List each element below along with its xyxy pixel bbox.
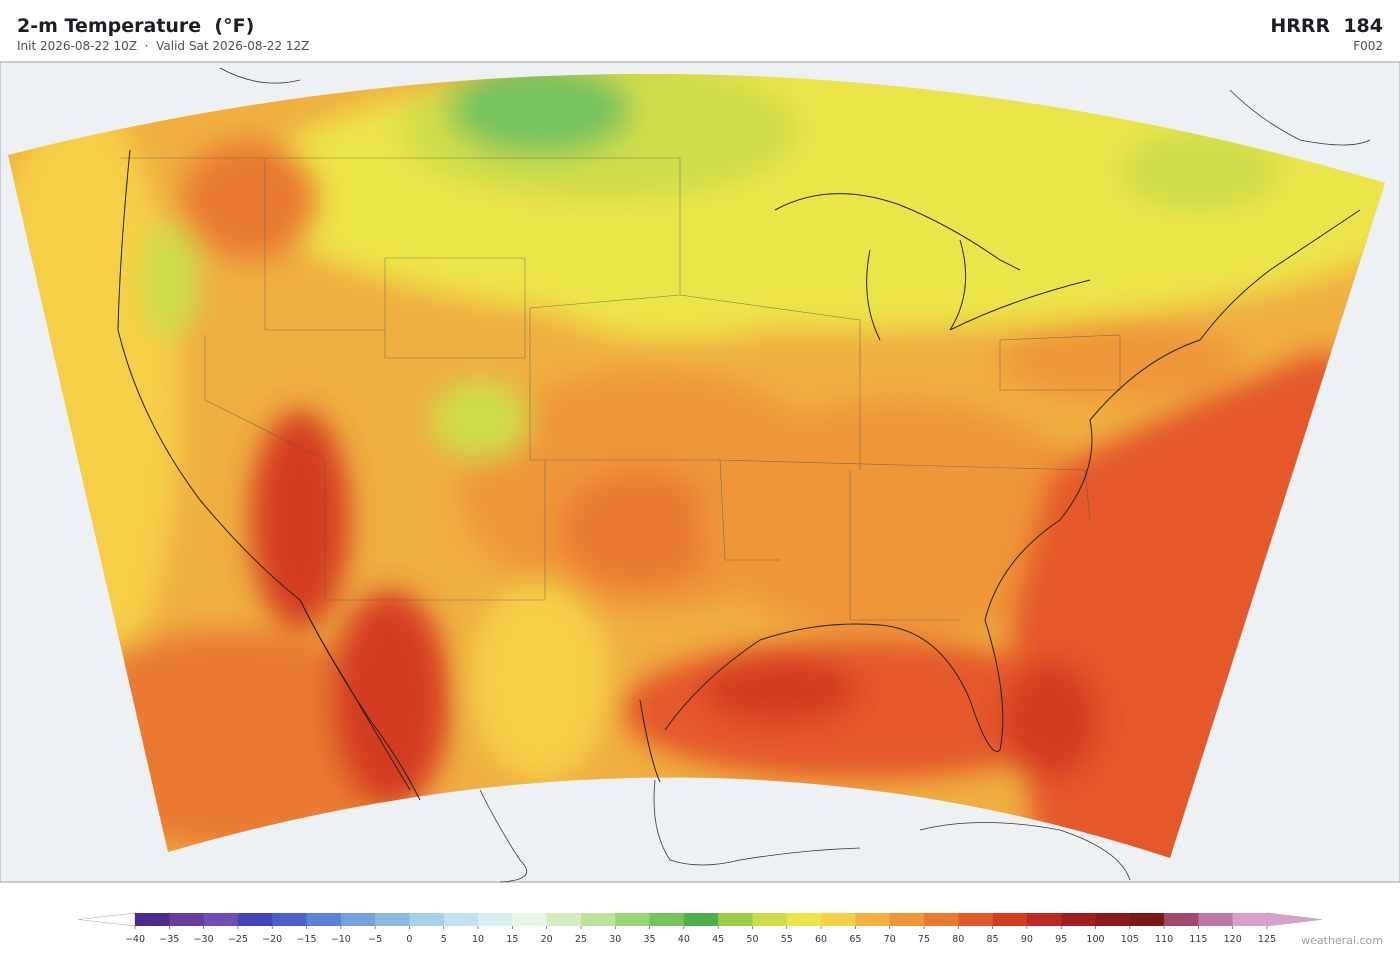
colorbar-tick-label: −10 (331, 934, 351, 945)
coastlines (117, 149, 1361, 801)
colorbar-tick-label: 55 (781, 934, 793, 945)
colorbar-segment (409, 913, 445, 926)
model-label: HRRR 184 (1270, 15, 1383, 37)
colorbar-segment (512, 913, 547, 926)
colorbar-tick-label: −15 (296, 934, 316, 945)
outside-coastlines (219, 67, 1371, 883)
colorbar-tick-label: 45 (712, 934, 724, 945)
colorbar-segment (1026, 913, 1062, 926)
colorbar-segment (615, 913, 650, 926)
colorbar-tick-label: −35 (159, 934, 179, 945)
colorbar-extension-low (77, 912, 136, 927)
colorbar-segment (683, 913, 719, 926)
colorbar-tick-label: 0 (406, 934, 412, 945)
colorbar-segment (340, 913, 376, 926)
colorbar-segment (203, 913, 239, 926)
subtitle: Init 2026-08-22 10Z · Valid Sat 2026-08-… (17, 39, 310, 53)
colorbar-segment (855, 913, 890, 926)
colorbar-tick-label: 10 (472, 934, 484, 945)
colorbar-tick-label: 85 (987, 934, 999, 945)
colorbar-segment (135, 913, 170, 926)
colorbar-segment (306, 913, 342, 926)
colorbar-segment (443, 913, 479, 926)
colorbar-segment (752, 913, 788, 926)
colorbar-segment (1061, 913, 1096, 926)
colorbar-segment (992, 913, 1028, 926)
colorbar-segment (649, 913, 685, 926)
colorbar-tick-label: 120 (1224, 934, 1242, 945)
credit: weatherai.com (1301, 934, 1383, 947)
colorbar-segment (718, 913, 753, 926)
colorbar-tick-label: 115 (1189, 934, 1207, 945)
colorbar-tick-label: 30 (609, 934, 621, 945)
colorbar-tick-label: −40 (125, 934, 145, 945)
colorbar-segment (580, 913, 616, 926)
temperature-field (8, 73, 1385, 858)
colorbar-tick-label: 90 (1021, 934, 1033, 945)
colorbar-tick-label: 5 (441, 934, 447, 945)
colorbar-extension-high (1266, 912, 1323, 927)
colorbar-segment (237, 913, 273, 926)
colorbar-segment (1164, 913, 1199, 926)
colorbar-tick-label: −20 (262, 934, 282, 945)
colorbar-tick-label: −30 (194, 934, 214, 945)
colorbar-tick-label: 60 (815, 934, 827, 945)
colorbar-tick-label: 20 (541, 934, 553, 945)
colorbar-segment (889, 913, 925, 926)
colorbar-tick-label: 125 (1258, 934, 1276, 945)
colorbar-tick-label: 75 (918, 934, 930, 945)
colorbar-segment (1129, 913, 1165, 926)
colorbar-segment (1198, 913, 1233, 926)
colorbar-tick-label: 40 (678, 934, 690, 945)
colorbar: −40 −35 −30 −25 −20 −15 −10 −5 0 5 10 15 20 25 30 35 40 4… (77, 912, 1323, 945)
colorbar-segment (272, 913, 307, 926)
colorbar-tick-label: 80 (952, 934, 964, 945)
colorbar-segment (546, 913, 582, 926)
colorbar-tick-label: 95 (1055, 934, 1067, 945)
colorbar-segment (478, 913, 513, 926)
colorbar-segment (169, 913, 204, 926)
colorbar-tick-label: 100 (1086, 934, 1104, 945)
colorbar-tick-label: −5 (368, 934, 382, 945)
colorbar-tick-label: 110 (1155, 934, 1173, 945)
colorbar-tick-label: 70 (884, 934, 896, 945)
forecast-hour: F002 (1353, 39, 1383, 53)
colorbar-tick-label: 105 (1121, 934, 1139, 945)
title: 2-m Temperature (°F) (17, 15, 255, 37)
colorbar-segment (375, 913, 410, 926)
colorbar-segment (923, 913, 959, 926)
colorbar-segment (786, 913, 822, 926)
state-borders (120, 157, 1121, 621)
colorbar-tick-label: 35 (643, 934, 655, 945)
colorbar-segment (1232, 913, 1268, 926)
colorbar-segment (1095, 913, 1131, 926)
colorbar-segment (958, 913, 993, 926)
colorbar-segment (821, 913, 856, 926)
colorbar-tick-label: 50 (746, 934, 758, 945)
colorbar-tick-label: 65 (849, 934, 861, 945)
colorbar-tick-label: −25 (228, 934, 248, 945)
colorbar-tick-label: 25 (575, 934, 587, 945)
colorbar-tick-label: 15 (506, 934, 518, 945)
